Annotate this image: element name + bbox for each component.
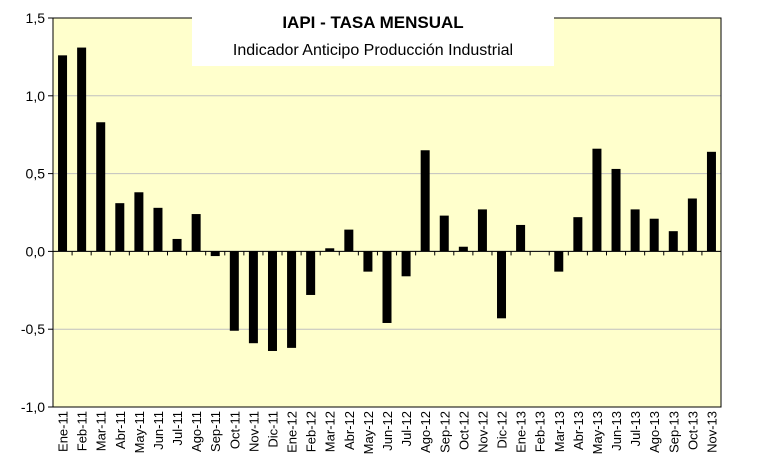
bar bbox=[706, 151, 716, 252]
bar bbox=[630, 209, 640, 252]
x-tick-label: Ene-12 bbox=[285, 411, 300, 453]
x-tick-label: Mar-12 bbox=[323, 411, 338, 452]
bar bbox=[363, 251, 373, 272]
bar bbox=[458, 246, 468, 252]
x-tick-label: Feb-12 bbox=[304, 411, 319, 452]
x-tick-label: May-12 bbox=[361, 411, 376, 454]
bar bbox=[477, 209, 487, 252]
x-tick-label: Jun-11 bbox=[151, 411, 166, 450]
y-tick-label: -1,0 bbox=[21, 399, 45, 415]
x-tick-label: Nov-13 bbox=[704, 411, 719, 453]
bar bbox=[210, 251, 220, 257]
bar bbox=[497, 251, 507, 319]
x-tick-label: Ago-13 bbox=[647, 411, 662, 453]
x-tick-label: Ene-13 bbox=[514, 411, 529, 453]
bar bbox=[267, 251, 277, 351]
x-tick-label: Oct-12 bbox=[456, 411, 471, 450]
bar bbox=[58, 55, 68, 252]
bar bbox=[306, 251, 316, 295]
bar bbox=[687, 198, 697, 252]
y-tick-label: 1,0 bbox=[26, 88, 46, 104]
y-tick-label: 0,5 bbox=[26, 166, 46, 182]
bar bbox=[115, 203, 125, 252]
title-box: IAPI - TASA MENSUAL Indicador Anticipo P… bbox=[192, 8, 554, 66]
x-tick-label: Nov-11 bbox=[246, 411, 261, 452]
bar bbox=[191, 214, 201, 252]
bar bbox=[420, 150, 430, 252]
y-tick-label: 1,5 bbox=[26, 10, 46, 26]
bar bbox=[649, 218, 659, 252]
bar bbox=[592, 148, 602, 252]
x-tick-label: Jun-12 bbox=[380, 411, 395, 451]
x-tick-label: Abr-12 bbox=[342, 411, 357, 450]
x-tick-label: May-11 bbox=[132, 411, 147, 453]
bar bbox=[668, 231, 678, 252]
x-tick-label: Oct-13 bbox=[685, 411, 700, 450]
x-tick-label: Abr-13 bbox=[571, 411, 586, 450]
bar bbox=[401, 251, 411, 277]
x-tick-label: Sep-11 bbox=[208, 411, 223, 452]
chart-subtitle: Indicador Anticipo Producción Industrial bbox=[232, 42, 514, 59]
x-tick-label: Feb-13 bbox=[533, 411, 548, 452]
bar bbox=[153, 207, 163, 252]
y-tick-label: 0,0 bbox=[26, 243, 46, 259]
bar bbox=[248, 251, 258, 344]
y-tick-label: -0,5 bbox=[21, 321, 45, 337]
bar bbox=[134, 192, 144, 252]
bar bbox=[439, 215, 449, 252]
bar bbox=[382, 251, 392, 323]
bar bbox=[325, 248, 335, 252]
x-tick-label: Jul-13 bbox=[628, 411, 643, 446]
x-tick-label: Sep-12 bbox=[437, 411, 452, 453]
x-tick-label: Mar-13 bbox=[552, 411, 567, 452]
x-tick-label: Mar-11 bbox=[94, 411, 109, 451]
chart-title: IAPI - TASA MENSUAL bbox=[282, 13, 464, 32]
x-tick-label: Oct-11 bbox=[227, 411, 242, 449]
bar bbox=[172, 238, 182, 252]
x-tick-label: Nov-12 bbox=[475, 411, 490, 453]
bar bbox=[229, 251, 239, 331]
bar bbox=[573, 217, 583, 252]
x-tick-label: Ago-12 bbox=[418, 411, 433, 453]
bar bbox=[554, 251, 564, 272]
x-tick-label: Jun-13 bbox=[609, 411, 624, 451]
x-tick-label: Sep-13 bbox=[666, 411, 681, 453]
x-tick-label: Dic-12 bbox=[495, 411, 510, 449]
x-tick-label: Abr-11 bbox=[113, 411, 128, 449]
x-tick-label: Ago-11 bbox=[189, 411, 204, 452]
plot-area bbox=[53, 18, 721, 407]
bar bbox=[77, 47, 87, 252]
bar bbox=[344, 229, 354, 252]
bar bbox=[287, 251, 297, 348]
bar bbox=[96, 122, 106, 252]
bar bbox=[516, 224, 526, 252]
x-tick-label: Ene-11 bbox=[56, 411, 71, 452]
x-tick-label: Jul-12 bbox=[399, 411, 414, 446]
x-tick-label: Jul-11 bbox=[170, 411, 185, 445]
bar bbox=[611, 168, 621, 252]
x-tick-label: Feb-11 bbox=[75, 411, 90, 451]
x-tick-label: May-13 bbox=[590, 411, 605, 454]
x-tick-label: Dic-11 bbox=[265, 411, 280, 448]
